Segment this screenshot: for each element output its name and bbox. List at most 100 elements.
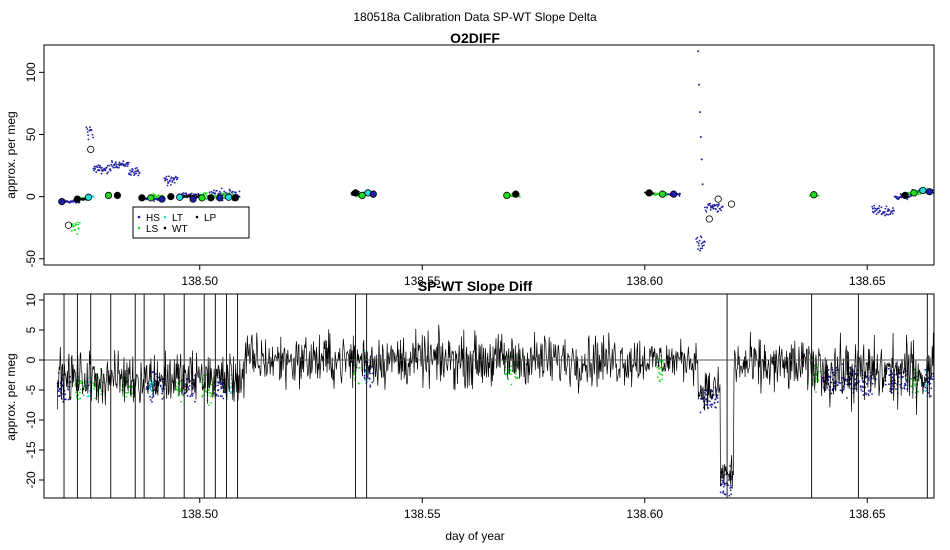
overlay-point-lt: [924, 369, 926, 372]
outlier-point: [698, 111, 701, 114]
outlier-point: [697, 50, 700, 53]
data-point-hs: [116, 166, 119, 169]
group-mean-marker-ls: [147, 194, 155, 202]
outlier-point: [698, 83, 701, 86]
overlay-point-hs: [860, 388, 863, 391]
data-point-ls: [75, 223, 78, 226]
overlay-point-hs: [842, 388, 845, 391]
data-point-ls: [220, 192, 223, 195]
data-point-ls: [71, 223, 74, 226]
group-mean-marker-wt: [207, 194, 215, 202]
overlay-point-hs: [826, 386, 829, 389]
overlay-point-hs: [709, 404, 712, 406]
overlay-point-ls: [510, 373, 512, 375]
panel-title-o2diff: O2DIFF: [450, 30, 500, 46]
data-point-hs: [701, 245, 704, 247]
overlay-point-hs: [714, 398, 717, 401]
overlay-point-hs: [159, 384, 162, 387]
data-point-ls: [157, 194, 160, 196]
data-point-hs: [223, 190, 226, 193]
overlay-point-hs: [867, 389, 870, 392]
overlay-point-ls: [175, 388, 178, 391]
data-point-hs: [97, 164, 100, 167]
overlay-point-hs: [729, 484, 732, 487]
data-point-ls: [76, 232, 79, 235]
overlay-point-hs: [854, 378, 857, 381]
overlay-point-hs: [871, 382, 874, 385]
data-point-ls: [74, 229, 77, 231]
x-tick-label-top: 138.65: [849, 274, 886, 288]
overlay-point-hs: [859, 385, 862, 388]
data-point-hs: [137, 174, 140, 177]
data-point-hs: [133, 173, 136, 175]
data-point-hs: [717, 210, 720, 213]
data-point-hs: [888, 209, 891, 211]
data-point-hs: [871, 207, 874, 210]
overlay-point-ls: [910, 377, 913, 380]
data-point-ls: [919, 193, 922, 195]
group-mean-marker-hs: [158, 195, 166, 203]
overlay-point-hs: [705, 393, 707, 396]
data-point-hs: [166, 184, 169, 187]
x-tick-label-bottom: 138.55: [404, 507, 441, 521]
overlay-point-ls: [357, 382, 360, 385]
data-point-hs: [87, 134, 90, 137]
data-point-hs: [228, 188, 231, 191]
data-point-hs: [704, 209, 707, 212]
data-point-hs: [701, 247, 704, 250]
data-point-hs: [104, 169, 107, 172]
data-point-hs: [96, 166, 99, 169]
data-point-hs: [712, 205, 715, 208]
group-mean-marker-hs: [189, 195, 197, 203]
group-mean-marker-hs: [369, 190, 377, 198]
overlay-point-hs: [711, 403, 714, 406]
data-point-hs: [169, 183, 172, 186]
overlay-point-ls: [201, 395, 204, 398]
overlay-point-hs: [904, 382, 906, 385]
data-point-hs: [109, 169, 112, 172]
overlay-point-ls: [917, 391, 920, 393]
overlay-point-ls: [176, 385, 178, 388]
overlay-point-ls: [661, 360, 664, 363]
y-tick-label-bottom: -20: [24, 471, 38, 489]
overlay-point-lt: [229, 392, 232, 395]
overlay-point-lt: [148, 385, 151, 388]
data-point-hs: [235, 191, 237, 194]
data-point-hs: [878, 211, 880, 214]
data-point-hs: [874, 210, 877, 212]
overlay-point-hs: [191, 392, 194, 395]
overlay-point-hs: [160, 378, 163, 381]
overlay-point-ls: [210, 392, 213, 395]
data-point-hs: [871, 205, 874, 208]
overlay-point-hs: [903, 384, 906, 387]
data-point-hs: [220, 187, 223, 190]
overlay-point-ls: [209, 395, 212, 398]
overlay-point-hs: [186, 394, 189, 397]
data-point-hs: [164, 179, 167, 181]
group-mean-marker-wt: [73, 195, 81, 203]
data-point-hs: [884, 207, 887, 210]
overlay-point-hs: [708, 400, 711, 403]
overlay-point-hs: [222, 397, 225, 400]
overlay-point-hs: [930, 387, 933, 390]
overlay-point-hs: [58, 395, 61, 397]
data-point-hs: [93, 165, 96, 168]
data-point-hs: [134, 170, 137, 173]
data-point-hs: [166, 178, 169, 181]
overlay-point-ls: [656, 376, 659, 379]
overlay-point-hs: [188, 384, 191, 387]
data-point-hs: [716, 203, 718, 206]
data-point-ls: [224, 193, 226, 195]
data-point-hs: [699, 247, 702, 250]
group-mean-marker-ls: [910, 189, 918, 197]
data-point-hs: [216, 189, 218, 192]
data-point-hs: [86, 131, 89, 133]
overlay-point-hs: [845, 378, 848, 381]
overlay-point-ls: [79, 388, 82, 391]
overlay-point-ls: [658, 371, 660, 374]
figure-title: 180518a Calibration Data SP-WT Slope Del…: [353, 10, 597, 24]
overlay-point-hs: [67, 398, 70, 401]
data-point-hs: [176, 176, 179, 179]
data-point-hs: [163, 177, 166, 180]
data-point-hs: [190, 192, 193, 195]
